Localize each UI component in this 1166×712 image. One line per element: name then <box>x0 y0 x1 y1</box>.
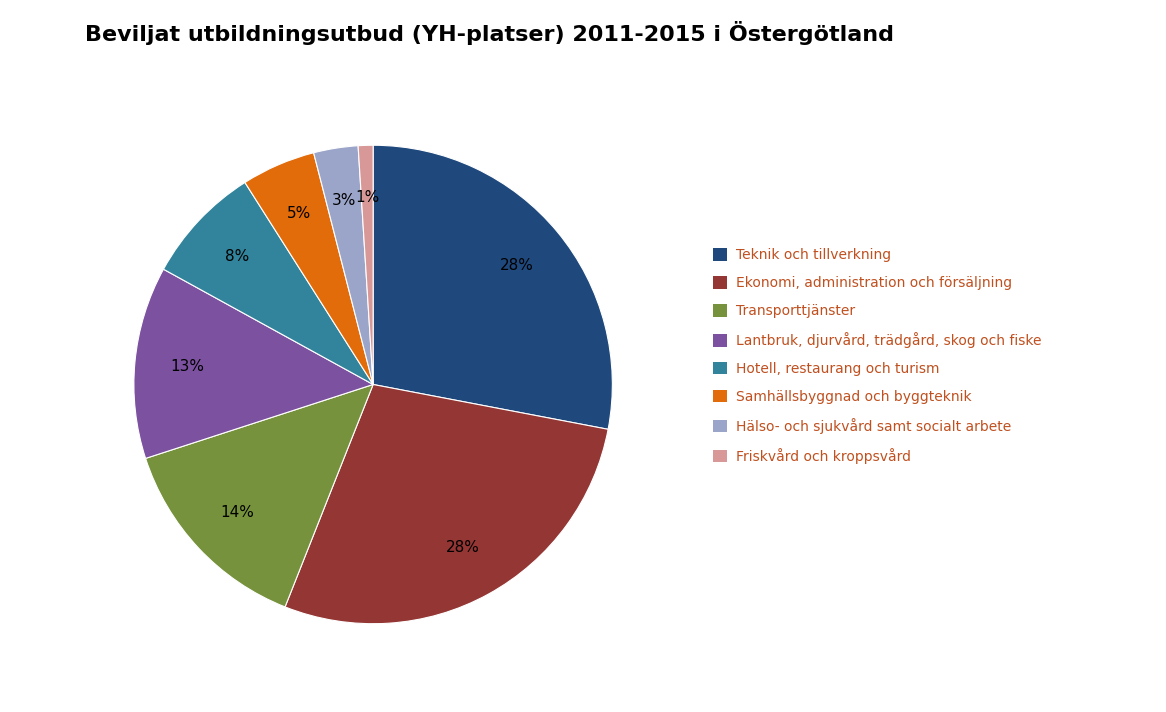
Legend: Teknik och tillverkning, Ekonomi, administration och försäljning, Transporttjäns: Teknik och tillverkning, Ekonomi, admini… <box>707 241 1048 471</box>
Wedge shape <box>163 182 373 384</box>
Wedge shape <box>373 145 612 429</box>
Text: 14%: 14% <box>220 505 254 520</box>
Text: 1%: 1% <box>356 191 379 206</box>
Wedge shape <box>146 384 373 607</box>
Text: 13%: 13% <box>170 360 204 375</box>
Text: 28%: 28% <box>500 258 534 273</box>
Wedge shape <box>314 146 373 384</box>
Wedge shape <box>358 145 373 384</box>
Text: 8%: 8% <box>225 249 250 264</box>
Text: 3%: 3% <box>332 193 356 208</box>
Wedge shape <box>245 153 373 384</box>
Wedge shape <box>134 269 373 459</box>
Text: 5%: 5% <box>287 206 311 221</box>
Text: Beviljat utbildningsutbud (YH-platser) 2011-2015 i Östergötland: Beviljat utbildningsutbud (YH-platser) 2… <box>85 21 894 46</box>
Wedge shape <box>285 384 609 624</box>
Text: 28%: 28% <box>447 540 480 555</box>
